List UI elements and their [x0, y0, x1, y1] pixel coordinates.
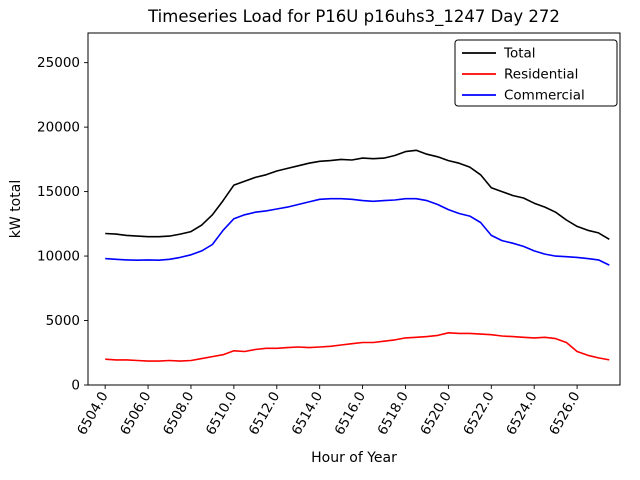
chart-title: Timeseries Load for P16U p16uhs3_1247 Da… [147, 7, 560, 27]
legend-label-total: Total [503, 46, 536, 62]
y-tick-label: 0 [71, 378, 80, 394]
y-tick-label: 20000 [37, 120, 80, 136]
series-line-commercial [105, 197, 610, 266]
series-line-total [105, 149, 610, 240]
x-tick-label: 6510.0 [203, 389, 240, 438]
x-tick-label: 6504.0 [74, 389, 111, 438]
x-axis-label: Hour of Year [311, 450, 397, 466]
legend-box [454, 39, 618, 107]
legend: Total Residential Commercial [454, 39, 618, 107]
x-tick-label: 6526.0 [546, 389, 583, 438]
y-tick-label: 25000 [37, 55, 80, 71]
x-tick-label: 6506.0 [117, 389, 154, 438]
y-tick-label: 5000 [46, 313, 80, 329]
y-tick-label: 15000 [37, 184, 80, 200]
x-tick-label: 6520.0 [417, 389, 454, 438]
legend-label-commercial: Commercial [504, 88, 585, 104]
x-tick-label: 6514.0 [289, 389, 326, 438]
axes-frame [87, 32, 621, 386]
y-tick-label: 10000 [37, 249, 80, 265]
x-tick-label: 6524.0 [503, 389, 540, 438]
x-tick-label: 6518.0 [374, 389, 411, 438]
x-tick-label: 6512.0 [246, 389, 283, 438]
series-line-residential [105, 331, 610, 362]
x-tick-label: 6508.0 [160, 389, 197, 438]
x-tick-label: 6522.0 [460, 389, 497, 438]
x-tick-label: 6516.0 [332, 389, 369, 438]
y-axis-label: kW total [8, 180, 24, 238]
legend-label-residential: Residential [504, 67, 578, 83]
